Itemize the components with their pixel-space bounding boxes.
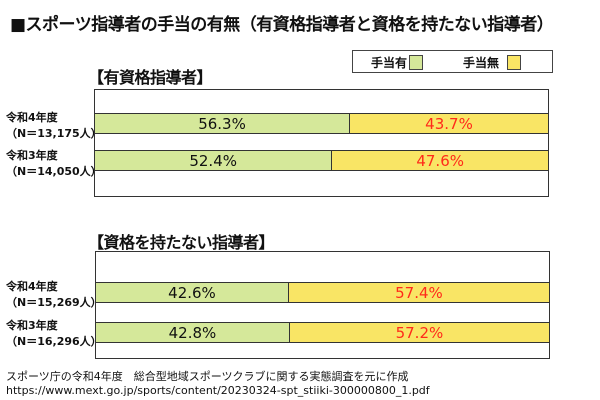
bar-segment-yes: 52.4% bbox=[95, 151, 333, 170]
legend-swatch-green bbox=[409, 55, 424, 70]
chart-qualified: 56.3% 43.7% 52.4% 47.6% bbox=[94, 89, 549, 197]
row-label: 令和3年度 （N＝14,050人） bbox=[6, 148, 102, 180]
row-label: 令和4年度 （N＝13,175人） bbox=[6, 110, 102, 142]
bar-segment-yes: 42.8% bbox=[96, 323, 290, 342]
legend-item-no: 手当無 bbox=[463, 54, 522, 71]
legend-swatch-yellow bbox=[507, 55, 522, 70]
bar-segment-no: 57.4% bbox=[288, 283, 549, 302]
row-label: 令和4年度 （N＝15,269人） bbox=[6, 279, 102, 311]
bar-row: 42.8% 57.2% bbox=[96, 322, 549, 343]
bar-row: 42.6% 57.4% bbox=[96, 282, 549, 303]
row-year: 令和3年度 bbox=[6, 319, 58, 332]
row-year: 令和4年度 bbox=[6, 111, 58, 124]
row-label: 令和3年度 （N＝16,296人） bbox=[6, 318, 102, 350]
legend-label: 手当有 bbox=[371, 56, 408, 70]
row-year: 令和4年度 bbox=[6, 280, 58, 293]
row-n: （N＝14,050人） bbox=[6, 165, 102, 178]
source-url: https://www.mext.go.jp/sports/content/20… bbox=[6, 384, 430, 397]
row-n: （N＝13,175人） bbox=[6, 127, 102, 140]
chart-unqualified: 42.6% 57.4% 42.8% 57.2% bbox=[95, 251, 550, 359]
row-year: 令和3年度 bbox=[6, 149, 58, 162]
legend-label: 手当無 bbox=[463, 56, 500, 70]
bar-segment-yes: 42.6% bbox=[96, 283, 289, 302]
bar-segment-no: 43.7% bbox=[350, 114, 548, 133]
chart-title-qualified: 【有資格指導者】 bbox=[88, 68, 213, 87]
source-note: スポーツ庁の令和4年度 総合型地域スポーツクラブに関する実態調査を元に作成 bbox=[6, 370, 409, 383]
bar-segment-no: 57.2% bbox=[289, 323, 549, 342]
legend-item-yes: 手当有 bbox=[371, 54, 424, 71]
row-n: （N＝15,269人） bbox=[6, 296, 102, 309]
row-n: （N＝16,296人） bbox=[6, 335, 102, 348]
page-title: ■スポーツ指導者の手当の有無（有資格指導者と資格を持たない指導者） bbox=[10, 15, 554, 35]
bar-segment-yes: 56.3% bbox=[95, 114, 351, 133]
chart-title-unqualified: 【資格を持たない指導者】 bbox=[88, 233, 275, 252]
bar-row: 56.3% 43.7% bbox=[95, 113, 548, 134]
bar-row: 52.4% 47.6% bbox=[95, 150, 548, 171]
bar-segment-no: 47.6% bbox=[332, 151, 548, 170]
legend: 手当有 手当無 bbox=[352, 50, 553, 73]
